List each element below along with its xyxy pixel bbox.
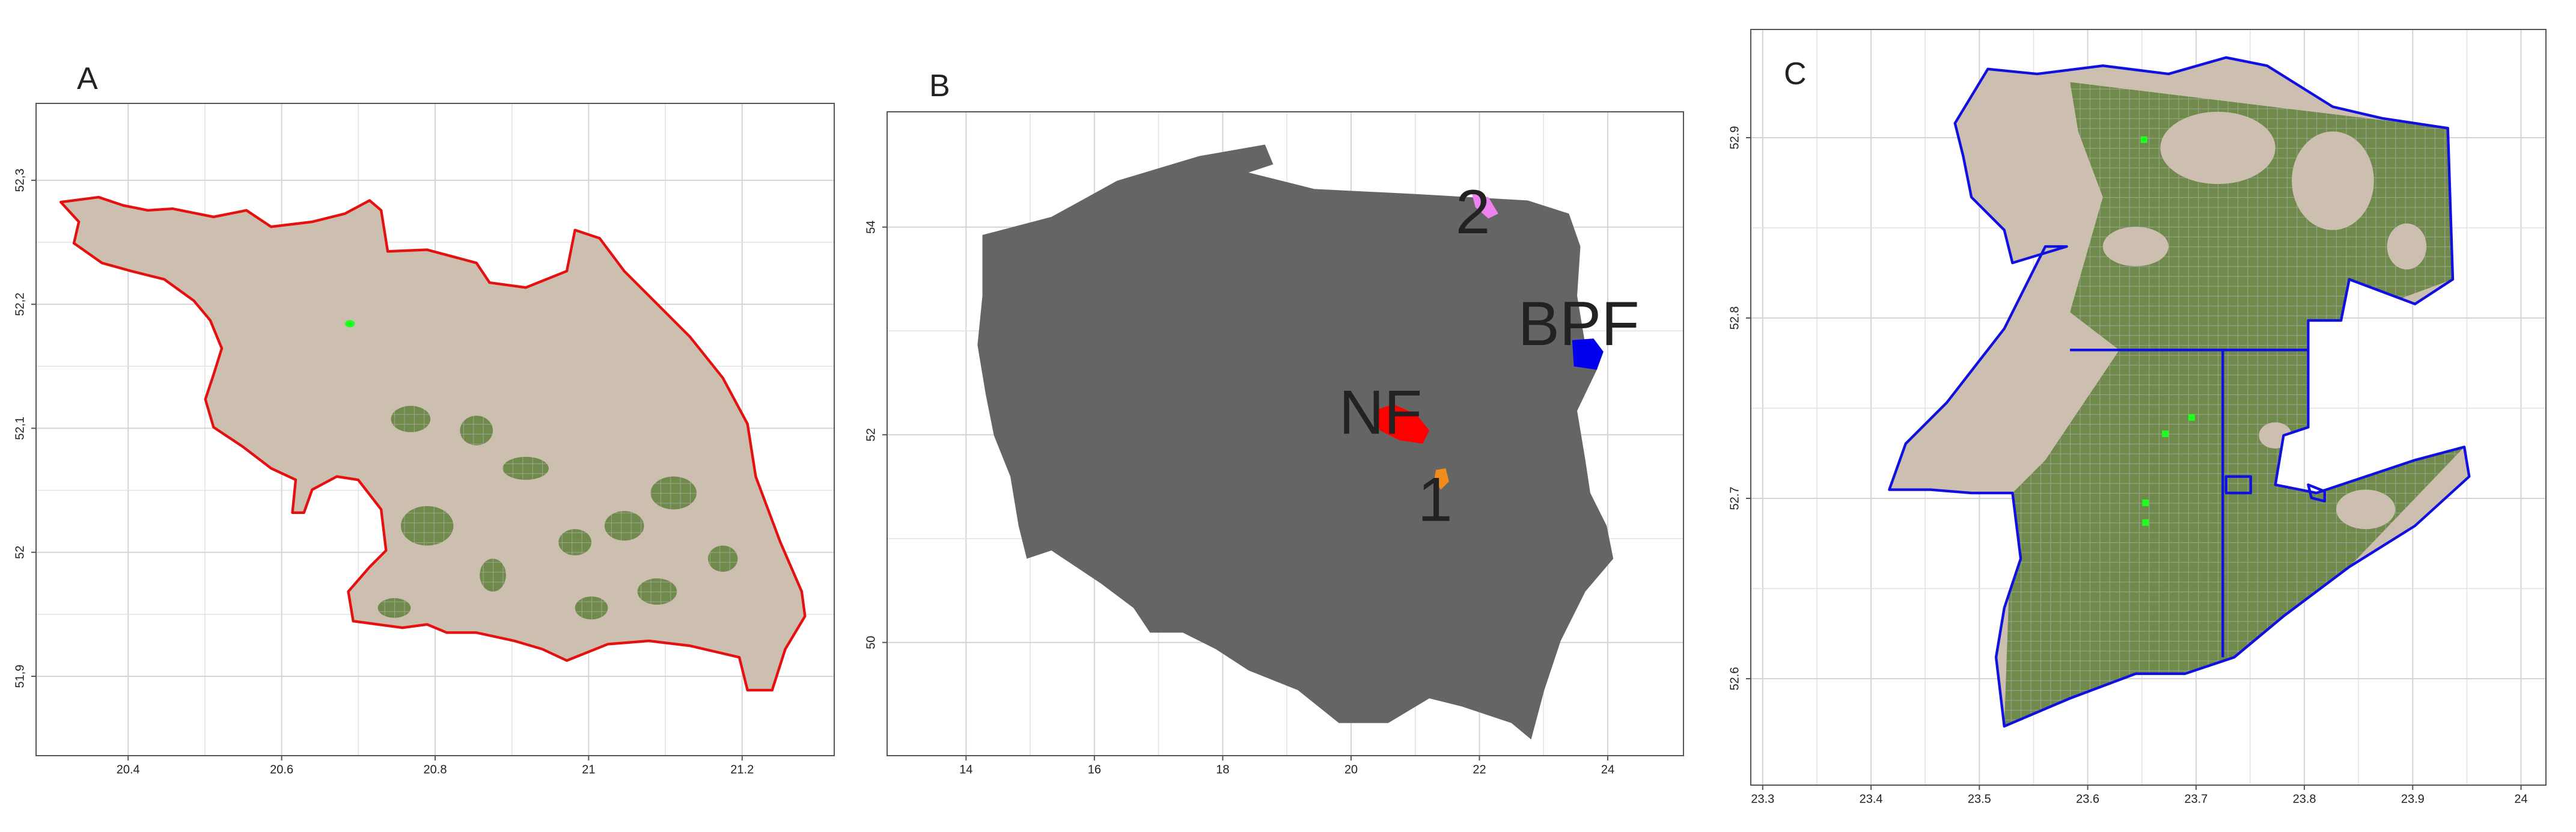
x-tick-label: 20 bbox=[1344, 763, 1358, 777]
country-b bbox=[977, 144, 1614, 740]
x-tick-label: 20.4 bbox=[117, 763, 140, 777]
panel-label: A bbox=[77, 61, 98, 96]
label-bpf: BPF bbox=[1518, 289, 1640, 359]
sites-c bbox=[2140, 136, 2195, 526]
panel-label: C bbox=[1784, 57, 1807, 91]
y-tick-label: 50 bbox=[865, 636, 878, 649]
region-a bbox=[59, 195, 807, 692]
site-1 bbox=[1434, 468, 1449, 490]
y-tick-label: 52.6 bbox=[1729, 667, 1742, 691]
x-tick-label: 20.8 bbox=[424, 763, 447, 777]
x-tick-label: 18 bbox=[1216, 763, 1229, 777]
y-tick-label: 52.9 bbox=[1729, 126, 1742, 150]
y-tick-label: 52.7 bbox=[1729, 487, 1742, 510]
site-a bbox=[345, 320, 355, 328]
site-nf bbox=[1373, 404, 1430, 444]
site-bpf bbox=[1572, 338, 1604, 370]
x-tick-label: 24 bbox=[2514, 793, 2527, 806]
x-tick-label: 24 bbox=[1601, 763, 1614, 777]
y-tick-label: 52 bbox=[865, 428, 878, 441]
site-2 bbox=[1472, 194, 1498, 219]
x-tick-label: 22 bbox=[1473, 763, 1486, 777]
y-tick-label: 52,1 bbox=[14, 417, 27, 440]
x-tick-label: 23.3 bbox=[1751, 793, 1774, 806]
x-tick-label: 23.9 bbox=[2401, 793, 2425, 806]
label-nf: NF bbox=[1339, 378, 1422, 448]
x-tick-label: 23.8 bbox=[2293, 793, 2316, 806]
y-tick-label: 52 bbox=[14, 546, 27, 559]
x-tick-label: 20.6 bbox=[270, 763, 293, 777]
border-c bbox=[1888, 56, 2471, 728]
x-tick-label: 23.7 bbox=[2184, 793, 2208, 806]
x-tick-label: 23.4 bbox=[1860, 793, 1883, 806]
y-tick-label: 52.8 bbox=[1729, 307, 1742, 330]
y-tick-label: 51,9 bbox=[14, 665, 27, 688]
plot-frame bbox=[887, 111, 1684, 756]
forest-patches-a bbox=[377, 406, 738, 620]
x-tick-label: 14 bbox=[959, 763, 972, 777]
panel-label: B bbox=[929, 69, 950, 103]
plot-frame bbox=[1750, 29, 2547, 786]
x-tick-label: 16 bbox=[1088, 763, 1101, 777]
x-tick-label: 23.6 bbox=[2076, 793, 2099, 806]
x-tick-label: 21.2 bbox=[730, 763, 754, 777]
x-tick-label: 21 bbox=[582, 763, 595, 777]
y-tick-label: 52,2 bbox=[14, 293, 27, 316]
map-layer: NF BPF 1 2 bbox=[59, 56, 2471, 740]
x-tick-label: 23.5 bbox=[1968, 793, 1991, 806]
y-tick-label: 52,3 bbox=[14, 168, 27, 192]
label-1: 1 bbox=[1418, 465, 1453, 534]
y-tick-label: 54 bbox=[865, 221, 878, 234]
axes-layer: A20.4 20.6 20.8 21 21.251,95252,152,252,3B14… bbox=[14, 29, 2547, 806]
label-2: 2 bbox=[1456, 177, 1491, 247]
